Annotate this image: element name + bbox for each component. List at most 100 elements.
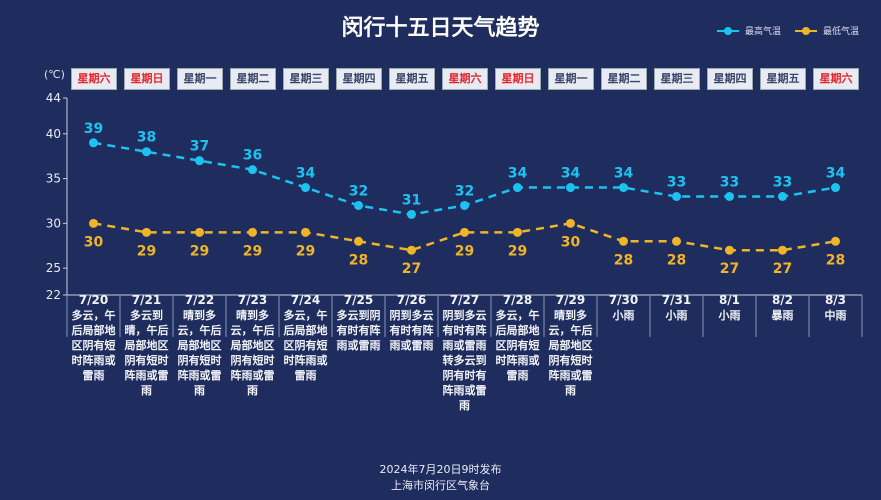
legend-low-label: 最低气温 bbox=[822, 27, 859, 37]
high-temp-label: 34 bbox=[561, 166, 581, 182]
date-label: 7/29 bbox=[555, 293, 586, 307]
weather-description: 多云，午后局部地区阴有短时阵雨或雷雨 bbox=[283, 309, 328, 382]
weekday-label: 星期三 bbox=[654, 68, 700, 90]
low-temp-label: 29 bbox=[243, 243, 262, 259]
weekday-label: 星期五 bbox=[760, 68, 806, 90]
date-label: 7/24 bbox=[290, 293, 321, 307]
low-temp-point bbox=[354, 236, 363, 246]
weekday-label: 星期日 bbox=[495, 68, 541, 90]
legend-high-label: 最高气温 bbox=[744, 27, 781, 37]
low-temp-point bbox=[460, 227, 469, 237]
date-label: 8/1 bbox=[718, 293, 741, 307]
date-label: 7/27 bbox=[449, 293, 480, 307]
y-tick-label: 30 bbox=[46, 216, 61, 230]
high-temp-point bbox=[354, 200, 363, 210]
day-column: 7/24 多云，午后局部地区阴有短时阵雨或雷雨 bbox=[279, 293, 332, 383]
day-column: 7/27 阴到多云有时有阵雨或雷雨转多云到阴有时有阵雨或雷雨 bbox=[438, 293, 491, 413]
weekday-label: 星期六 bbox=[442, 68, 488, 90]
day-column: 7/29 晴到多云，午后局部地区阴有短时阵雨或雷雨 bbox=[544, 293, 597, 398]
high-temp-point bbox=[301, 183, 310, 193]
high-temp-point bbox=[195, 156, 204, 166]
legend-high-marker bbox=[716, 26, 739, 35]
low-temp-point bbox=[725, 245, 734, 255]
high-temp-label: 33 bbox=[773, 175, 792, 191]
high-temp-point bbox=[672, 192, 681, 201]
low-temp-label: 29 bbox=[455, 243, 474, 259]
low-temp-point bbox=[566, 218, 575, 228]
high-temp-label: 34 bbox=[826, 166, 846, 182]
high-temp-label: 36 bbox=[243, 148, 262, 164]
weekday-label: 星期一 bbox=[177, 68, 223, 90]
low-temp-label: 29 bbox=[190, 243, 209, 259]
high-temp-label: 31 bbox=[402, 192, 421, 208]
low-temp-label: 30 bbox=[84, 234, 104, 250]
weather-description: 多云，午后局部地区阴有短时阵雨或雷雨 bbox=[71, 309, 116, 382]
y-tick-label: 25 bbox=[46, 261, 61, 275]
low-temp-label: 27 bbox=[773, 261, 792, 277]
date-label: 7/25 bbox=[343, 293, 374, 307]
low-temp-label: 27 bbox=[402, 261, 421, 277]
day-column: 7/20 多云，午后局部地区阴有短时阵雨或雷雨 bbox=[67, 293, 120, 383]
date-label: 7/21 bbox=[131, 293, 162, 307]
weather-description: 多云到晴，午后局部地区阴有短时阵雨或雷雨 bbox=[124, 309, 169, 397]
day-column: 8/1 小雨 bbox=[703, 293, 756, 323]
high-temp-label: 33 bbox=[720, 175, 739, 191]
low-temp-label: 29 bbox=[508, 243, 527, 259]
high-temp-point bbox=[460, 200, 469, 210]
weekday-label: 星期三 bbox=[283, 68, 329, 90]
date-label: 8/3 bbox=[824, 293, 847, 307]
day-column: 8/3 中雨 bbox=[809, 293, 862, 323]
date-label: 7/31 bbox=[661, 293, 692, 307]
high-temp-label: 34 bbox=[508, 166, 528, 182]
weekday-label: 星期六 bbox=[71, 68, 117, 90]
date-label: 8/2 bbox=[771, 293, 794, 307]
low-temp-point bbox=[248, 227, 257, 237]
high-temp-label: 32 bbox=[455, 183, 474, 199]
date-label: 7/30 bbox=[608, 293, 639, 307]
low-temp-point bbox=[89, 218, 98, 228]
day-column: 8/2 暴雨 bbox=[756, 293, 809, 323]
weather-description: 晴到多云，午后局部地区阴有短时阵雨或雷雨 bbox=[230, 309, 275, 397]
chart-title: 闵行十五日天气趋势 bbox=[341, 16, 540, 41]
high-temp-point bbox=[407, 209, 416, 219]
weekday-label: 星期二 bbox=[601, 68, 647, 90]
high-temp-label: 33 bbox=[667, 175, 686, 191]
weather-description: 晴到多云，午后局部地区阴有短时阵雨或雷雨 bbox=[548, 309, 593, 397]
low-temp-point bbox=[778, 245, 787, 255]
weather-description: 小雨 bbox=[612, 309, 635, 322]
date-label: 7/22 bbox=[184, 293, 215, 307]
day-column: 7/22 晴到多云，午后局部地区阴有短时阵雨或雷雨 bbox=[173, 293, 226, 398]
high-temp-point bbox=[831, 183, 840, 193]
low-temp-label: 28 bbox=[667, 252, 686, 268]
date-label: 7/23 bbox=[237, 293, 268, 307]
weather-description: 多云，午后局部地区阴有短时阵雨或雷雨 bbox=[495, 309, 540, 382]
low-temp-label: 28 bbox=[826, 252, 845, 268]
high-temp-label: 34 bbox=[614, 166, 634, 182]
day-column: 7/21 多云到晴，午后局部地区阴有短时阵雨或雷雨 bbox=[120, 293, 173, 398]
low-temp-label: 27 bbox=[720, 261, 739, 277]
day-column: 7/31 小雨 bbox=[650, 293, 703, 323]
low-temp-label: 28 bbox=[349, 252, 368, 268]
day-column: 7/30 小雨 bbox=[597, 293, 650, 323]
weekday-label: 星期日 bbox=[124, 68, 170, 90]
high-temp-point bbox=[142, 147, 151, 157]
weather-description: 暴雨 bbox=[771, 309, 794, 322]
legend-low-marker bbox=[794, 26, 817, 35]
high-temp-point bbox=[778, 192, 787, 201]
low-temp-label: 29 bbox=[296, 243, 315, 259]
weather-description: 晴到多云，午后局部地区阴有短时阵雨或雷雨 bbox=[177, 309, 222, 397]
y-tick-label: 35 bbox=[46, 172, 61, 186]
low-temp-label: 30 bbox=[561, 234, 581, 250]
legend: 最高气温 最低气温 bbox=[716, 24, 859, 37]
weather-description: 阴到多云有时有阵雨或雷雨 bbox=[389, 309, 434, 352]
date-label: 7/28 bbox=[502, 293, 533, 307]
weekday-label: 星期四 bbox=[707, 68, 753, 90]
high-temp-label: 34 bbox=[296, 166, 316, 182]
weather-description: 小雨 bbox=[665, 309, 688, 322]
high-temp-point bbox=[248, 165, 257, 175]
weather-description: 中雨 bbox=[824, 309, 847, 322]
y-tick-label: 44 bbox=[46, 91, 61, 105]
weekday-row: 星期六 星期日 星期一 星期二 星期三 星期四 星期五 星期六 星期日 星期一 星期二 星期三 星期四星… bbox=[67, 68, 862, 90]
low-temp-point bbox=[672, 236, 681, 246]
